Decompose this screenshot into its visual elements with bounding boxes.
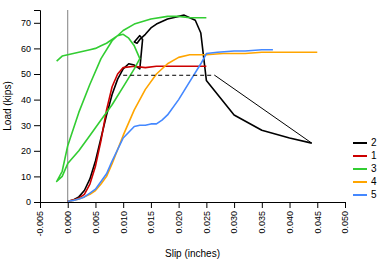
legend-swatch (353, 194, 367, 196)
x-tick-mark (345, 202, 346, 208)
x-tick-mark (290, 202, 291, 208)
y-tick-mark (34, 48, 40, 49)
x-tick: 0.030 (229, 202, 239, 234)
x-tick-mark (262, 202, 263, 208)
legend-swatch (353, 155, 367, 157)
x-tick: -0.005 (35, 202, 45, 237)
x-tick: 0.035 (257, 202, 267, 234)
legend-label: 3 (371, 163, 377, 174)
y-tick: 70 (21, 18, 40, 28)
y-tick-label: 50 (21, 69, 31, 79)
series-line (57, 16, 207, 181)
x-tick-mark (179, 202, 180, 208)
y-tick-label: 70 (21, 18, 31, 28)
legend-swatch (353, 142, 367, 144)
y-axis: 0 10 20 30 40 50 60 70 (21, 11, 41, 208)
x-tick-mark (151, 202, 152, 208)
x-tick: 0.050 (340, 202, 350, 234)
x-tick-label: 0.035 (257, 211, 267, 234)
x-tick: 0.015 (146, 202, 156, 234)
x-tick-label: 0.030 (229, 211, 239, 234)
x-tick-mark (234, 202, 235, 208)
y-tick-mark (34, 125, 40, 126)
x-tick-label: 0.000 (63, 211, 73, 234)
series-line (68, 15, 312, 201)
x-tick-label: 0.045 (313, 211, 323, 234)
legend-label: 4 (371, 176, 377, 187)
x-tick-label: 0.040 (285, 211, 295, 234)
y-tick: 0 (26, 197, 40, 207)
y-tick-label: 10 (21, 172, 31, 182)
x-tick-label: 0.015 (146, 211, 156, 234)
y-tick: 20 (21, 146, 40, 156)
y-tick-mark (34, 74, 40, 75)
legend: 2 1 3 4 5 (353, 137, 377, 200)
x-tick-label: 0.050 (340, 211, 350, 234)
y-tick-mark (34, 202, 40, 203)
x-tick-label: -0.005 (35, 211, 45, 237)
chart: -0.005 0.000 0.005 0.010 0.015 0.020 0.025 0.03… (0, 0, 385, 262)
x-axis-title: Slip (inches) (165, 248, 220, 259)
plot: -0.005 0.000 0.005 0.010 0.015 0.020 0.025 0.03… (21, 10, 350, 237)
legend-item: 2 (353, 137, 377, 148)
x-tick-label: 0.005 (91, 211, 101, 234)
y-tick: 10 (21, 172, 40, 182)
y-tick-label: 20 (21, 146, 31, 156)
y-tick: 50 (21, 69, 40, 79)
legend-item: 4 (353, 176, 377, 187)
y-axis-line (34, 11, 41, 203)
annotation-line (215, 75, 312, 143)
y-tick-label: 40 (21, 95, 31, 105)
x-tick: 0.025 (202, 202, 212, 234)
x-tick: 0.000 (63, 202, 73, 234)
y-tick-mark (34, 100, 40, 101)
x-tick-mark (123, 202, 124, 208)
legend-label: 1 (371, 150, 377, 161)
x-tick-mark (68, 202, 69, 208)
y-tick-label: 60 (21, 44, 31, 54)
x-tick: 0.005 (91, 202, 101, 234)
x-tick: 0.020 (174, 202, 184, 234)
dashed-line (123, 75, 215, 76)
y-tick-mark (34, 151, 40, 152)
y-axis-title: Load (kips) (2, 81, 13, 130)
y-tick-label: 0 (26, 197, 31, 207)
x-tick-mark (206, 202, 207, 208)
legend-swatch (353, 168, 367, 170)
y-tick: 30 (21, 121, 40, 131)
legend-swatch (353, 181, 367, 183)
legend-label: 2 (371, 137, 377, 148)
x-tick-mark (317, 202, 318, 208)
marks (57, 10, 318, 202)
y-tick-mark (34, 176, 40, 177)
series-line (68, 52, 318, 201)
legend-item: 1 (353, 150, 377, 161)
x-tick: 0.010 (119, 202, 129, 234)
x-tick: 0.045 (313, 202, 323, 234)
legend-label: 5 (371, 189, 377, 200)
legend-item: 5 (353, 189, 377, 200)
x-tick-label: 0.020 (174, 211, 184, 234)
x-tick: 0.040 (285, 202, 295, 234)
vertical-line (67, 10, 68, 202)
y-tick-label: 30 (21, 121, 31, 131)
x-axis: -0.005 0.000 0.005 0.010 0.015 0.020 0.025 0.03… (35, 202, 350, 237)
series-line (68, 50, 273, 202)
x-tick-label: 0.010 (119, 211, 129, 234)
legend-item: 3 (353, 163, 377, 174)
x-tick-label: 0.025 (202, 211, 212, 234)
y-tick: 60 (21, 44, 40, 54)
x-axis-line (41, 203, 346, 209)
x-tick-mark (95, 202, 96, 208)
y-tick: 40 (21, 95, 40, 105)
y-tick-mark (34, 23, 40, 24)
